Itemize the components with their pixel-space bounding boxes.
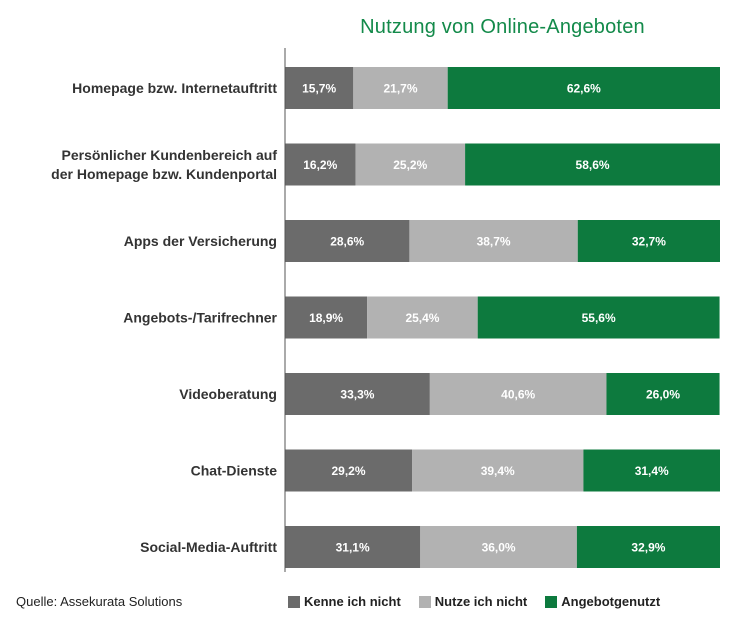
bar-segment [577, 220, 720, 262]
category-label: Persönlicher Kundenbereich auf der Homepa… [51, 147, 277, 182]
bar-segment [355, 143, 466, 186]
legend-item: Angebotgenutzt [545, 594, 660, 609]
data-label: 31,4% [635, 464, 669, 478]
bar-segment [465, 143, 720, 186]
category-label: Homepage bzw. Internetauftritt [72, 80, 277, 96]
bar-segment [367, 296, 478, 339]
category-label: Apps der Versicherung [124, 233, 277, 249]
data-label: 26,0% [646, 388, 680, 402]
data-label: 25,4% [405, 311, 439, 325]
data-label: 31,1% [336, 541, 370, 555]
legend-label: Kenne ich nicht [304, 594, 401, 609]
data-label: 40,6% [501, 388, 535, 402]
bar-segment [429, 373, 607, 415]
legend-swatch [418, 595, 431, 608]
legend-swatch [545, 595, 558, 608]
legend-swatch [288, 595, 300, 608]
data-label: 55,6% [582, 311, 616, 325]
legend: Kenne ich nicht Nutze ich nicht Angebotgen… [288, 594, 678, 609]
bar-segment [409, 220, 578, 262]
bar-segment [606, 373, 720, 415]
category-labels: Homepage bzw. Internetauftritt Persönlich… [51, 80, 277, 555]
data-label: 62,6% [567, 82, 601, 96]
data-label: 25,2% [393, 158, 427, 172]
bar-segment [412, 449, 584, 492]
data-label: 32,7% [632, 235, 666, 249]
bar-segment [285, 67, 354, 109]
legend-item: Kenne ich nicht [288, 594, 401, 609]
bar-segment [285, 296, 368, 339]
bar-segment [285, 373, 430, 415]
category-label: Chat-Dienste [191, 463, 278, 479]
data-label: 38,7% [477, 235, 511, 249]
data-label: 28,6% [330, 235, 364, 249]
data-label: 16,2% [303, 158, 337, 172]
legend-label: Nutze ich nicht [434, 594, 528, 609]
bar-segment [285, 143, 356, 186]
category-label: Videoberatung [179, 386, 277, 402]
data-label: 18,9% [309, 311, 343, 325]
data-label: 39,4% [481, 464, 515, 478]
data-label: 15,7% [302, 82, 336, 96]
bar-segment [576, 526, 720, 568]
category-label: Angebots-/Tarifrechner [123, 310, 277, 326]
legend-label: Angebotgenutzt [561, 594, 661, 609]
bar-segment [285, 220, 410, 262]
bar-segment [477, 296, 720, 339]
source-note: Quelle: Assekurata Solutions [16, 594, 183, 609]
bars: 15,7% 21,7% 62,6% 16,2% 25,2% 58,6% 28,6% 38,7%… [285, 67, 720, 568]
data-label: 36,0% [482, 541, 516, 555]
data-label: 58,6% [576, 158, 610, 172]
bar-segment [353, 67, 448, 109]
data-label: 32,9% [631, 541, 665, 555]
bar-segment [285, 526, 421, 568]
legend-item: Nutze ich nicht [418, 594, 528, 609]
data-label: 21,7% [383, 82, 417, 96]
bar-segment [420, 526, 577, 568]
data-label: 33,3% [340, 388, 374, 402]
chart-title: Nutzung von Online-Angeboten [360, 16, 645, 38]
bar-segment [447, 67, 720, 109]
bar-segment [583, 449, 720, 492]
bar-segment [285, 449, 413, 492]
data-label: 29,2% [331, 464, 365, 478]
category-label: Social-Media-Auftritt [140, 539, 277, 555]
